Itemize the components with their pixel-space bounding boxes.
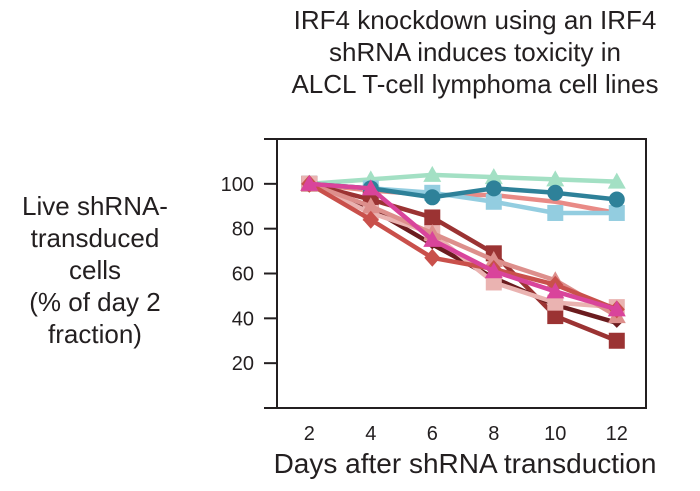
chart-title-line: IRF4 knockdown using an IRF4 — [293, 5, 657, 35]
data-point-triangle — [484, 262, 503, 279]
series-irf4-magenta-triangle — [300, 174, 626, 317]
chart-title-line: shRNA induces toxicity in — [329, 37, 621, 67]
data-point-square — [547, 204, 564, 221]
series-line — [308, 181, 618, 319]
data-point-circle — [424, 189, 441, 206]
y-tick-label: 20 — [232, 353, 254, 375]
y-axis-label-line: Live shRNA- — [22, 191, 168, 221]
data-point-triangle — [546, 170, 565, 187]
x-tick-label: 6 — [427, 423, 438, 445]
x-tick-label: 8 — [488, 423, 499, 445]
data-point-triangle — [484, 168, 503, 185]
data-point-diamond — [424, 248, 441, 267]
y-tick-label: 40 — [232, 308, 254, 330]
chart-title-line: ALCL T-cell lymphoma cell lines — [291, 69, 659, 99]
data-point-triangle — [423, 230, 442, 247]
x-tick-label: 10 — [544, 423, 566, 445]
series-line — [308, 181, 618, 312]
y-axis-label-line: (% of day 2 — [29, 287, 161, 317]
data-point-circle — [547, 184, 564, 201]
data-point-triangle — [607, 300, 626, 317]
data-point-square — [547, 308, 564, 325]
data-point-triangle — [484, 251, 503, 268]
data-point-triangle — [300, 174, 319, 191]
x-tick-label: 4 — [365, 423, 376, 445]
x-tick-label: 2 — [304, 423, 315, 445]
series-line — [309, 172, 617, 187]
data-point-circle — [608, 191, 625, 208]
data-point-diamond — [362, 210, 379, 229]
chart-title: IRF4 knockdown using an IRF4 shRNA induc… — [250, 4, 700, 100]
data-point-square — [485, 274, 502, 291]
x-axis-ticks: 2 4 6 8 10 12 — [304, 423, 628, 445]
series-group — [300, 165, 626, 349]
y-axis-label: Live shRNA- transduced cells (% of day 2… — [0, 190, 190, 350]
data-point-triangle — [361, 197, 380, 214]
data-point-triangle — [423, 165, 442, 182]
data-point-circle — [485, 180, 502, 197]
y-axis-label-line: transduced — [30, 223, 160, 253]
data-point-square — [608, 204, 625, 221]
y-axis-label-line: fraction) — [48, 319, 142, 349]
x-tick-label: 12 — [606, 423, 628, 445]
data-point-triangle — [361, 179, 380, 196]
data-point-triangle — [607, 172, 626, 189]
series-line — [309, 181, 618, 312]
data-point-square — [608, 332, 625, 349]
y-axis-label-line: cells — [68, 255, 121, 285]
y-tick-label: 80 — [232, 219, 254, 241]
data-point-triangle — [546, 282, 565, 299]
series-line — [308, 181, 618, 343]
y-axis-ticks: 20 40 60 80 100 — [221, 174, 277, 375]
data-point-square — [485, 193, 502, 210]
x-axis-label: Days after shRNA transduction — [273, 448, 657, 479]
y-tick-label: 100 — [221, 174, 254, 196]
data-point-square — [424, 209, 441, 226]
y-tick-label: 60 — [232, 264, 254, 286]
data-point-square — [547, 294, 564, 311]
